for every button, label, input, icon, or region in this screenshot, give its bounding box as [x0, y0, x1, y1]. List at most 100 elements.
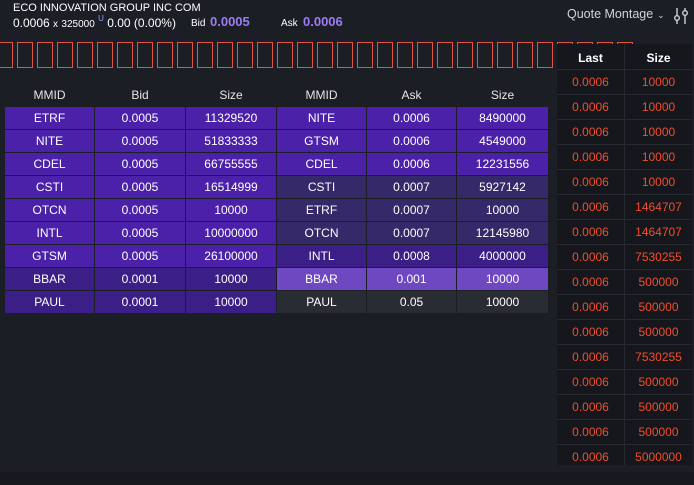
price-tick-box	[277, 42, 293, 68]
trade-size: 7530255	[635, 350, 682, 364]
col-bid-size[interactable]: Size	[219, 88, 243, 102]
row-divider	[557, 369, 692, 370]
book-row[interactable]: NITE 0.0005 51833333 GTSM 0.0006 4549000	[4, 129, 549, 153]
bid-price: 0.0005	[94, 198, 186, 222]
price-tick-box	[77, 42, 93, 68]
price-tick-box	[0, 42, 13, 68]
price-tick-box	[377, 42, 393, 68]
ask-label: Ask	[281, 18, 298, 29]
chevron-down-icon: ⌄	[657, 10, 665, 20]
price-tick-box	[37, 42, 53, 68]
col-ask[interactable]: Ask	[401, 88, 422, 102]
trade-size: 500000	[638, 300, 679, 314]
bid-mmid: NITE	[4, 129, 95, 153]
price-tick-box	[177, 42, 193, 68]
trade-last: 0.0006	[572, 125, 609, 139]
row-divider	[557, 344, 692, 345]
bid-size: 10000000	[185, 221, 277, 245]
price-tick-box	[337, 42, 353, 68]
bid-size: 10000	[185, 290, 277, 314]
trade-size: 500000	[638, 325, 679, 339]
price-tick-box	[197, 42, 213, 68]
price-tick-box	[537, 42, 553, 68]
price-tick-box	[317, 42, 333, 68]
last-price: 0.0006	[13, 16, 50, 30]
bid-mmid: GTSM	[4, 244, 95, 268]
trade-last: 0.0006	[572, 225, 609, 239]
price-tick-box	[117, 42, 133, 68]
price-tick-box	[297, 42, 313, 68]
book-row[interactable]: PAUL 0.0001 10000 PAUL 0.05 10000	[4, 290, 549, 314]
book-row[interactable]: GTSM 0.0005 26100000 INTL 0.0008 4000000	[4, 244, 549, 268]
price-tick-box	[517, 42, 533, 68]
ask-price: 0.0007	[366, 221, 457, 245]
book-row[interactable]: CSTI 0.0005 16514999 CSTI 0.0007 5927142	[4, 175, 549, 199]
bid-price: 0.0001	[94, 267, 186, 291]
price-tick-box	[97, 42, 113, 68]
ask-size: 10000	[456, 198, 549, 222]
bid-label: Bid	[191, 18, 206, 29]
book-row[interactable]: BBAR 0.0001 10000 BBAR 0.001 10000	[4, 267, 549, 291]
trade-last: 0.0006	[572, 200, 609, 214]
book-row[interactable]: OTCN 0.0005 10000 ETRF 0.0007 10000	[4, 198, 549, 222]
price-tick-box	[417, 42, 433, 68]
trade-row: 0.0006 500000	[557, 419, 692, 444]
trade-row: 0.0006 500000	[557, 369, 692, 394]
trade-last: 0.0006	[572, 400, 609, 414]
trade-last: 0.0006	[572, 325, 609, 339]
col-ask-size[interactable]: Size	[490, 88, 515, 102]
ask-size: 10000	[456, 290, 549, 314]
trade-size: 5000000	[635, 450, 682, 464]
time-and-sales-panel: Last Size 0.0006 10000 0.0006 10000 0.0006 10…	[557, 44, 692, 465]
book-row[interactable]: CDEL 0.0005 66755555 CDEL 0.0006 12231556	[4, 152, 549, 176]
book-row[interactable]: INTL 0.0005 10000000 OTCN 0.0007 12145980	[4, 221, 549, 245]
change-value: 0.00 (0.00%)	[107, 16, 176, 30]
bid-price: 0.0005	[94, 221, 186, 245]
price-tick-box	[217, 42, 233, 68]
trade-size: 10000	[641, 150, 676, 164]
trade-size: 10000	[641, 100, 676, 114]
trade-row: 0.0006 500000	[557, 269, 692, 294]
ask-price: 0.0006	[366, 129, 457, 153]
quote-header: ECO INNOVATION GROUP INC COM 0.0006 x 32…	[0, 0, 694, 40]
price-tick-box	[157, 42, 173, 68]
bid-mmid: INTL	[4, 221, 95, 245]
trade-last: 0.0006	[572, 350, 609, 364]
trade-row: 0.0006 500000	[557, 394, 692, 419]
last-trade-line: 0.0006 x 325000 U 0.00 (0.00%)	[13, 14, 176, 30]
bottom-scrollbar[interactable]	[0, 472, 694, 485]
trade-last: 0.0006	[572, 100, 609, 114]
bid-mmid: CDEL	[4, 152, 95, 176]
price-tick-box	[137, 42, 153, 68]
level2-book: MMID Bid Size MMID Ask Size ETRF 0.0005 11…	[4, 84, 549, 314]
ask-price: 0.05	[366, 290, 457, 314]
sliders-icon[interactable]	[672, 6, 690, 26]
col-trade-size[interactable]: Size	[646, 51, 671, 65]
trade-size: 1464707	[635, 225, 682, 239]
row-divider	[557, 169, 692, 170]
col-bid[interactable]: Bid	[131, 88, 149, 102]
bid-mmid: CSTI	[4, 175, 95, 199]
trade-row: 0.0006 10000	[557, 169, 692, 194]
book-row[interactable]: ETRF 0.0005 11329520 NITE 0.0006 8490000	[4, 106, 549, 130]
col-ask-mmid[interactable]: MMID	[305, 88, 338, 102]
bid-price: 0.0005	[94, 106, 186, 130]
col-bid-mmid[interactable]: MMID	[33, 88, 66, 102]
price-tick-box	[497, 42, 513, 68]
col-last[interactable]: Last	[578, 51, 603, 65]
bid-price: 0.0005	[94, 152, 186, 176]
row-divider	[557, 119, 692, 120]
ask-mmid: NITE	[276, 106, 367, 130]
row-divider	[557, 219, 692, 220]
trade-row: 0.0006 500000	[557, 294, 692, 319]
size-marker: U	[98, 14, 104, 23]
bid-size: 66755555	[185, 152, 277, 176]
ask-size: 12145980	[456, 221, 549, 245]
trade-size: 7530255	[635, 250, 682, 264]
row-divider	[557, 144, 692, 145]
trade-last: 0.0006	[572, 300, 609, 314]
bid-size: 51833333	[185, 129, 277, 153]
quote-montage-dropdown[interactable]: Quote Montage ⌄	[567, 7, 665, 21]
trade-size: 10000	[641, 125, 676, 139]
book-header-row: MMID Bid Size MMID Ask Size	[5, 84, 549, 107]
